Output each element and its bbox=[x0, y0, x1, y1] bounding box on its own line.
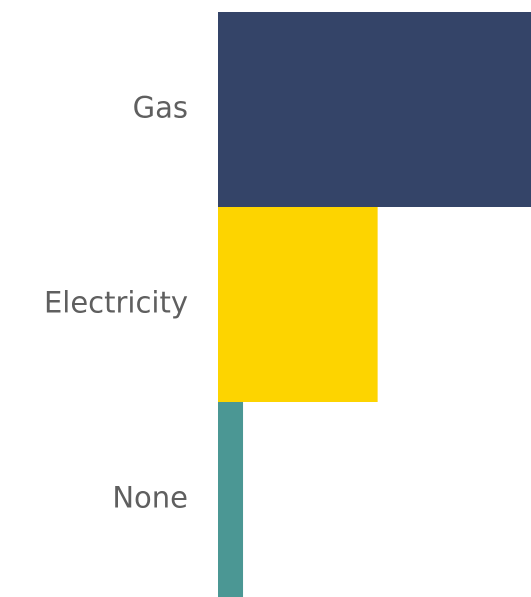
bars-group bbox=[218, 12, 531, 597]
bar-gas[interactable] bbox=[218, 12, 531, 207]
bar-none[interactable] bbox=[218, 402, 244, 597]
bar-electricity[interactable] bbox=[218, 207, 378, 402]
category-label-gas: Gas bbox=[133, 91, 188, 125]
category-label-electricity: Electricity bbox=[44, 286, 188, 320]
category-label-none: None bbox=[112, 481, 188, 515]
category-labels-group: Gas Electricity None bbox=[44, 91, 188, 515]
